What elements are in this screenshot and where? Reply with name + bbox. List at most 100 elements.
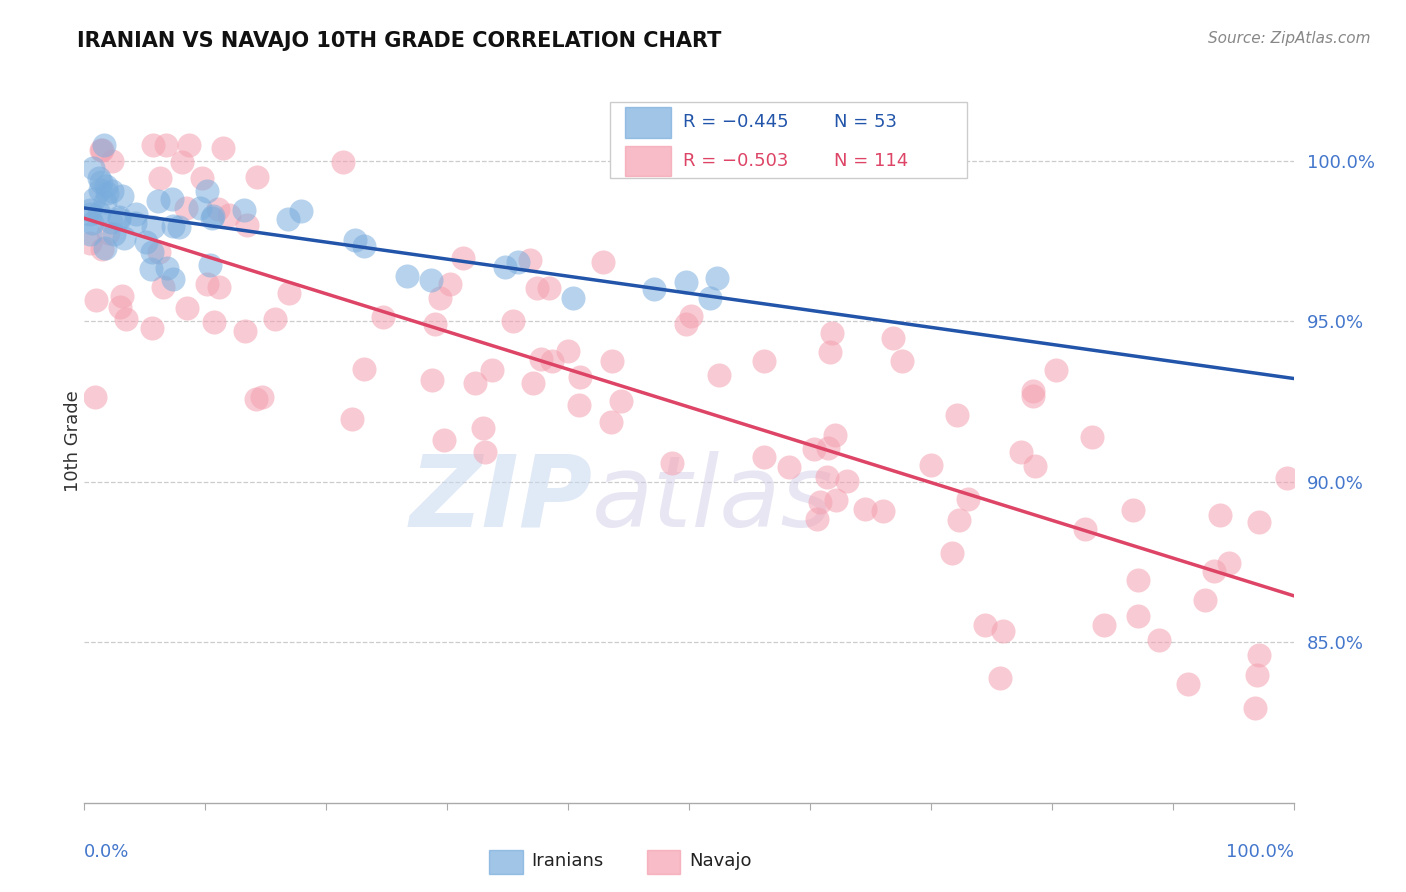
Point xyxy=(89,171,111,186)
Point xyxy=(1147,632,1170,647)
Point xyxy=(80,216,103,230)
Point xyxy=(373,310,395,324)
Point xyxy=(592,254,614,268)
Point xyxy=(278,285,301,300)
Point xyxy=(207,202,229,217)
Point xyxy=(1081,430,1104,444)
Point xyxy=(152,280,174,294)
Point xyxy=(808,494,831,508)
Point xyxy=(419,273,441,287)
Point xyxy=(825,493,848,508)
Point xyxy=(817,441,839,455)
Point xyxy=(155,137,177,152)
Point xyxy=(87,206,110,220)
Point xyxy=(754,450,776,464)
Point xyxy=(101,184,124,198)
Point xyxy=(803,442,825,456)
Text: 100.0%: 100.0% xyxy=(1226,843,1294,861)
Point xyxy=(170,155,193,169)
Point xyxy=(162,219,184,234)
Point xyxy=(148,244,170,259)
Point xyxy=(609,394,631,409)
Text: N = 53: N = 53 xyxy=(834,113,897,131)
Point xyxy=(661,456,683,470)
Point xyxy=(519,253,541,268)
FancyBboxPatch shape xyxy=(489,850,523,873)
Point xyxy=(681,309,703,323)
Point xyxy=(90,242,112,256)
Point xyxy=(112,231,135,245)
Point xyxy=(817,470,839,484)
Point xyxy=(340,411,363,425)
Point xyxy=(79,207,101,221)
Point xyxy=(111,289,134,303)
Point xyxy=(201,210,224,224)
Point xyxy=(94,195,117,210)
Point xyxy=(1010,444,1032,458)
Point xyxy=(675,318,697,332)
Y-axis label: 10th Grade: 10th Grade xyxy=(65,391,82,492)
Point xyxy=(290,203,312,218)
Text: atlas: atlas xyxy=(592,450,834,548)
Point xyxy=(1128,609,1150,624)
Point xyxy=(439,277,461,291)
Point xyxy=(530,351,553,366)
Point xyxy=(211,141,233,155)
Point xyxy=(218,208,240,222)
Point xyxy=(264,312,287,326)
Point xyxy=(537,281,560,295)
Text: ZIP: ZIP xyxy=(409,450,592,548)
Point xyxy=(754,354,776,368)
Point xyxy=(103,227,125,241)
Point xyxy=(557,343,579,358)
Point xyxy=(472,421,495,435)
Point xyxy=(179,137,201,152)
Point xyxy=(1277,470,1299,484)
Point xyxy=(1024,458,1046,473)
Point xyxy=(568,398,591,412)
Point xyxy=(93,137,115,152)
Point xyxy=(91,143,114,157)
Point xyxy=(235,324,257,338)
Point xyxy=(429,291,451,305)
Point xyxy=(474,445,496,459)
Point xyxy=(675,275,697,289)
Point xyxy=(941,546,963,560)
Point xyxy=(191,171,214,186)
Point xyxy=(344,234,367,248)
Point xyxy=(250,390,273,404)
Point xyxy=(1208,508,1230,522)
Point xyxy=(1022,384,1045,398)
Text: R = −0.503: R = −0.503 xyxy=(683,153,789,170)
Point xyxy=(946,408,969,422)
Text: IRANIAN VS NAVAJO 10TH GRADE CORRELATION CHART: IRANIAN VS NAVAJO 10TH GRADE CORRELATION… xyxy=(77,31,721,51)
Point xyxy=(332,155,354,169)
Point xyxy=(853,501,876,516)
Point xyxy=(353,362,375,376)
Point xyxy=(433,434,456,448)
Point xyxy=(195,185,218,199)
Point xyxy=(201,211,224,226)
Point xyxy=(176,301,198,316)
Point xyxy=(425,317,447,331)
Point xyxy=(882,331,904,345)
Point xyxy=(135,235,157,250)
Point xyxy=(600,353,623,368)
Point xyxy=(353,238,375,252)
Point xyxy=(83,192,105,206)
Point xyxy=(494,260,516,274)
Point xyxy=(699,291,721,305)
Point xyxy=(246,170,269,185)
Point xyxy=(89,183,111,197)
Point xyxy=(195,277,218,291)
Point xyxy=(778,460,800,475)
Point xyxy=(1218,556,1240,570)
Point xyxy=(806,512,828,526)
Point xyxy=(96,186,118,200)
Point xyxy=(824,427,846,442)
Point xyxy=(108,212,131,227)
Point xyxy=(156,260,179,275)
Point xyxy=(100,154,122,169)
Point xyxy=(79,236,101,251)
Point xyxy=(97,226,120,240)
